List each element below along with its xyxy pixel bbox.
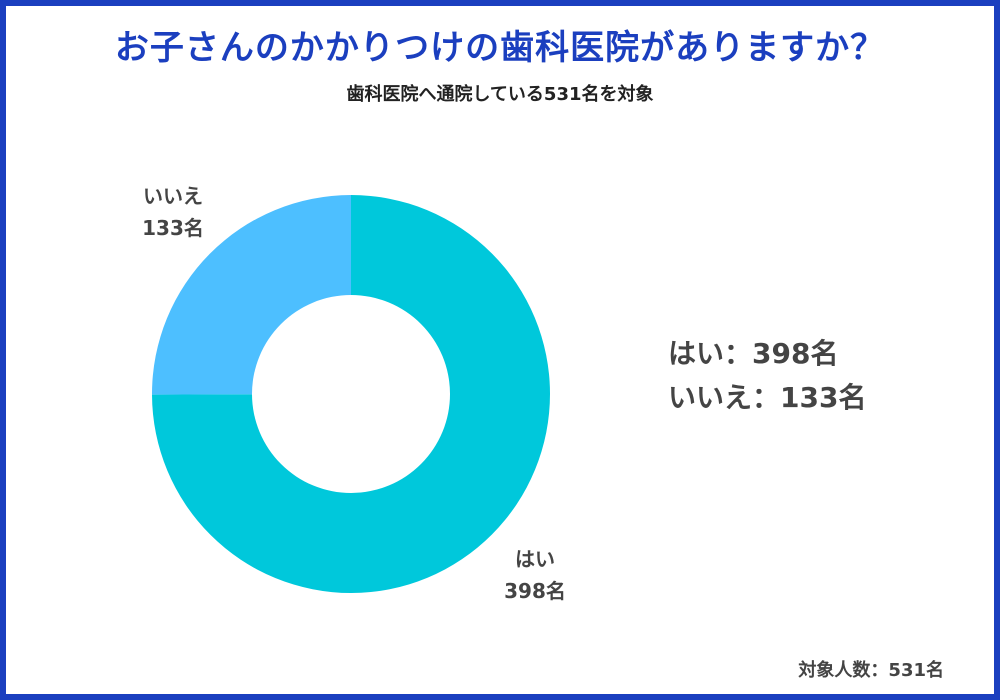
slice-label-yes: はい 398名 (480, 543, 590, 607)
legend-item-no: いいえ：133名 (668, 381, 867, 414)
slice-label-yes-name: はい (515, 547, 555, 571)
slice-label-no-name: いいえ (143, 184, 203, 208)
donut-slice-yes (152, 195, 551, 593)
slice-label-no: いいえ 133名 (118, 180, 228, 244)
donut-slice-no (152, 195, 351, 395)
total-count: 対象人数：531名 (798, 660, 944, 681)
legend: はい：398名 いいえ：133名 (668, 332, 866, 420)
chart-title: お子さんのかかりつけの歯科医院がありますか？ (114, 28, 886, 68)
legend-item-yes: はい：398名 (668, 337, 839, 370)
slice-label-yes-count: 398名 (504, 579, 566, 603)
chart-subtitle: 歯科医院へ通院している531名を対象 (346, 84, 654, 105)
slice-label-no-count: 133名 (142, 216, 204, 240)
